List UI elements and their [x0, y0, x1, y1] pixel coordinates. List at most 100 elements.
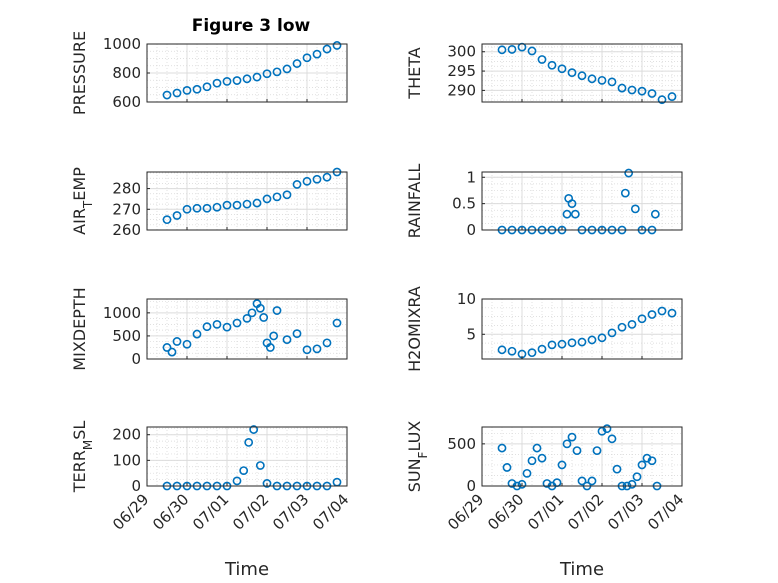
- data-point: [624, 168, 634, 178]
- y-label-main: THETA: [405, 47, 424, 99]
- data-point: [562, 209, 572, 219]
- data-point: [172, 88, 182, 98]
- y-tick-label: 280: [112, 180, 141, 198]
- data-point: [657, 95, 667, 105]
- data-point: [222, 200, 232, 210]
- data-point: [537, 344, 547, 354]
- data-point: [570, 209, 580, 219]
- y-tick-label: 270: [112, 200, 141, 218]
- y-tick-label: 600: [112, 93, 141, 111]
- data-point: [239, 466, 249, 476]
- x-tick-label: 06/30: [149, 490, 192, 533]
- y-axis-label: SUNFLUX: [405, 421, 430, 493]
- data-point: [249, 425, 259, 434]
- y-tick-label: 800: [112, 64, 141, 82]
- x-tick-label: 06/30: [484, 490, 527, 533]
- data-point: [547, 340, 557, 350]
- data-point: [265, 343, 275, 352]
- data-point: [637, 86, 647, 96]
- data-point: [242, 313, 252, 323]
- axes-box: [481, 171, 683, 231]
- data-point: [542, 479, 552, 488]
- data-point: [637, 460, 647, 470]
- subplot-rainfall: 0 0.5 1 RAINFALL: [405, 164, 683, 239]
- axes-box: [146, 171, 348, 231]
- data-point: [232, 200, 242, 210]
- data-point: [587, 74, 597, 84]
- data-point: [537, 55, 547, 64]
- y-tick-label: 0: [131, 350, 141, 368]
- data-point: [167, 347, 177, 357]
- data-point: [612, 464, 622, 474]
- data-point: [527, 46, 537, 56]
- data-point: [657, 306, 667, 316]
- data-point: [222, 77, 232, 86]
- data-point: [597, 333, 607, 343]
- data-point: [667, 308, 677, 318]
- x-tick-label: 07/04: [644, 490, 687, 533]
- data-point: [577, 337, 587, 347]
- data-point: [282, 335, 292, 345]
- axes-box: [481, 298, 683, 360]
- y-label-subscript: M: [81, 440, 95, 450]
- data-point: [255, 461, 265, 470]
- y-axis-label: PRESSURE: [70, 31, 89, 115]
- axes-box: [146, 298, 348, 360]
- data-point: [259, 313, 269, 322]
- data-point: [607, 328, 617, 338]
- data-point: [192, 84, 202, 94]
- y-tick-label: 200: [112, 426, 141, 444]
- y-label-rest: EMP: [70, 167, 89, 201]
- data-point: [507, 45, 517, 54]
- data-point: [322, 338, 332, 348]
- x-tick-label: 07/03: [269, 490, 312, 533]
- data-point: [597, 75, 607, 85]
- data-point: [262, 194, 272, 204]
- data-point: [620, 188, 630, 198]
- data-point: [292, 59, 302, 68]
- data-point: [272, 306, 282, 315]
- data-point: [322, 172, 332, 182]
- data-point: [202, 203, 212, 213]
- data-point: [172, 211, 182, 220]
- data-point: [507, 346, 517, 356]
- x-tick-label: 06/29: [444, 490, 487, 533]
- data-point: [282, 190, 292, 200]
- data-point: [182, 339, 192, 349]
- x-tick-label: 07/04: [309, 490, 352, 533]
- data-point: [647, 456, 657, 466]
- data-point: [192, 329, 202, 339]
- data-point: [282, 64, 292, 74]
- y-tick-label: 1000: [103, 304, 141, 322]
- y-label-main: H2OMIXRA: [405, 286, 424, 372]
- subplot-mixdepth: 0 500 1000 MIXDEPTH: [70, 287, 348, 371]
- data-point: [527, 456, 537, 466]
- subplot-h2omixra: 5 10 H2OMIXRA: [405, 286, 683, 372]
- data-point: [182, 204, 192, 214]
- data-point: [650, 209, 660, 219]
- y-label-subscript: T: [81, 200, 95, 209]
- data-point: [577, 71, 587, 81]
- y-tick-label: 1: [466, 168, 476, 186]
- data-point: [647, 310, 657, 319]
- y-label-main: SUN: [405, 458, 424, 492]
- data-point: [252, 72, 262, 82]
- data-point: [247, 308, 257, 318]
- y-tick-label: 1000: [103, 35, 141, 53]
- data-point: [567, 68, 577, 78]
- data-point: [232, 76, 242, 85]
- data-point: [497, 345, 507, 355]
- data-point: [667, 92, 677, 101]
- data-point: [302, 176, 312, 186]
- data-point: [262, 479, 272, 488]
- data-point: [497, 443, 507, 453]
- axes-background: [147, 427, 347, 486]
- data-point: [602, 424, 612, 434]
- data-point: [627, 479, 637, 489]
- data-point: [587, 335, 597, 345]
- data-point: [592, 446, 602, 455]
